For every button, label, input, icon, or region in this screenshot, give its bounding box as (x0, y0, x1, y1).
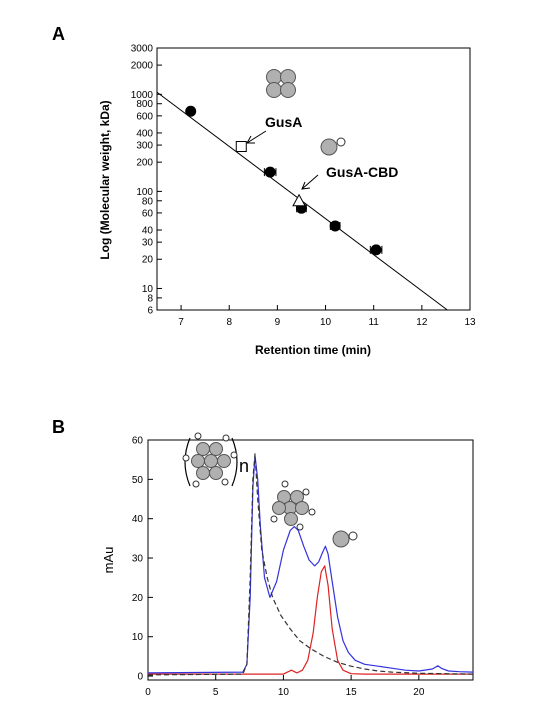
a-point-standard (264, 166, 276, 178)
a-x-tick-label: 11 (368, 317, 379, 328)
a-y-tick-label: 6 (147, 306, 153, 317)
panel-a-frame (156, 47, 471, 311)
a-x-tick-label: 13 (464, 317, 476, 328)
b-trace-blue (147, 455, 474, 674)
panel-a-x-axis: 7 8 9 10 11 12 13 (178, 305, 476, 328)
a-y-tick-label: 300 (136, 141, 153, 152)
b-x-tick-label: 0 (145, 687, 151, 698)
b-y-tick-label: 10 (132, 632, 144, 643)
a-y-tick-label: 30 (142, 238, 154, 249)
a-point-standard (329, 220, 341, 232)
a-y-tick-label: 3000 (131, 44, 154, 55)
b-y-tick-label: 50 (132, 475, 144, 486)
b-y-tick-label: 30 (132, 554, 144, 565)
gusa-cbd-monomer-icon (320, 137, 346, 156)
a-y-tick-label: 800 (136, 99, 153, 110)
b-x-tick-label: 5 (213, 687, 219, 698)
b-x-tick-label: 20 (413, 687, 425, 698)
aggregate-n-label: n (239, 456, 249, 476)
b-y-tick-label: 20 (132, 593, 144, 604)
panel-b-chart: 0 10 20 30 40 50 60 0 5 10 15 20 (101, 432, 474, 698)
panel-b-y-axis: 0 10 20 30 40 50 60 (132, 436, 153, 683)
a-x-tick-label: 8 (226, 317, 232, 328)
a-x-tick-label: 12 (416, 317, 428, 328)
a-x-tick-label: 7 (178, 317, 184, 328)
a-point-gusa (235, 141, 247, 153)
panel-a-label: A (52, 24, 65, 44)
a-point-gusa-cbd (292, 193, 306, 207)
panel-b-frame (147, 439, 474, 681)
panel-b-x-axis: 0 5 10 15 20 (145, 675, 425, 698)
aggregate-complex-icon (182, 432, 238, 488)
gusa-tetramer-icon (266, 69, 296, 98)
b-x-tick-label: 15 (346, 687, 358, 698)
a-y-tick-label: 10 (142, 284, 154, 295)
gusa-cbd-single-icon (332, 530, 358, 548)
panel-b-label: B (52, 417, 65, 437)
panel-a-points (185, 105, 383, 256)
a-y-tick-label: 100 (136, 187, 153, 198)
a-x-tick-label: 10 (320, 317, 332, 328)
a-y-tick-label: 200 (136, 158, 153, 169)
a-y-tick-label: 8 (147, 293, 153, 304)
a-y-tick-label: 60 (142, 208, 154, 219)
a-point-standard (370, 244, 382, 256)
a-y-tick-label: 600 (136, 111, 153, 122)
gusa-arrow (246, 130, 267, 144)
a-y-tick-label: 1000 (131, 90, 154, 101)
panel-a-x-axis-title: Retention time (min) (255, 343, 371, 357)
b-x-tick-label: 10 (278, 687, 290, 698)
a-y-tick-label: 40 (142, 226, 154, 237)
gusa-cbd-tetramer-icon (270, 480, 316, 531)
b-y-tick-label: 60 (132, 436, 144, 447)
a-y-tick-label: 20 (142, 255, 154, 266)
b-y-tick-label: 40 (132, 514, 144, 525)
a-y-tick-label: 2000 (131, 61, 154, 72)
panel-a-chart: 6810203040608010020030040060080010002000… (98, 44, 476, 358)
b-trace-dashed (147, 453, 474, 676)
panel-b-y-axis-title: mAu (101, 547, 116, 574)
panel-b-traces (147, 453, 474, 676)
panel-a-y-axis-title: Log (Molecular weight, kDa) (98, 100, 112, 259)
a-x-tick-label: 9 (275, 317, 281, 328)
a-y-tick-label: 400 (136, 128, 153, 139)
a-point-standard (185, 105, 197, 117)
b-y-tick-label: 0 (137, 672, 143, 683)
b-trace-red (148, 565, 473, 675)
gusa-annotation: GusA (265, 114, 302, 130)
a-y-tick-label: 80 (142, 196, 154, 207)
gusa-cbd-arrow (301, 174, 319, 190)
gusa-cbd-annotation: GusA-CBD (326, 164, 398, 180)
